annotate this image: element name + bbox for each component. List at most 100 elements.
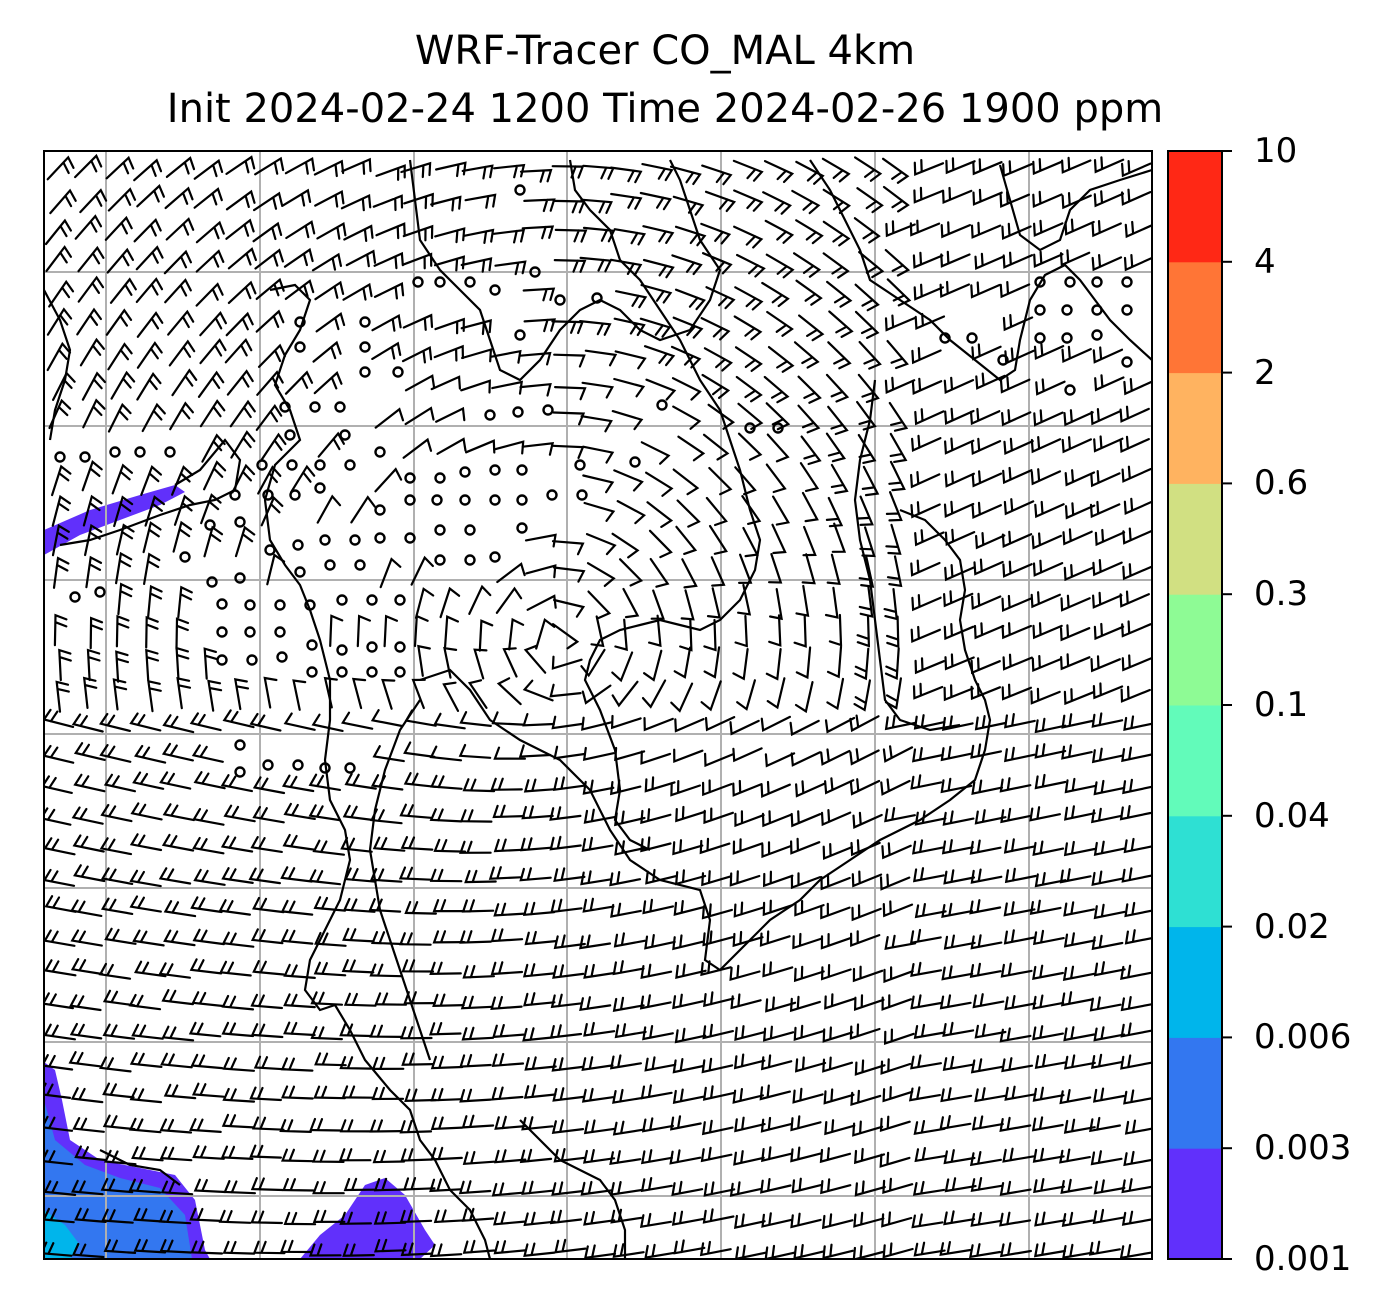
wind-barb bbox=[585, 533, 617, 556]
wind-barb bbox=[909, 928, 942, 945]
wind-barb bbox=[644, 776, 676, 793]
wind-barb bbox=[429, 808, 463, 823]
wind-barb bbox=[882, 1177, 914, 1194]
tracer-fill-southwest-core bbox=[44, 1210, 80, 1259]
wind-barb bbox=[583, 1119, 616, 1135]
wind-barb bbox=[974, 252, 1005, 271]
calm-wind-marker bbox=[431, 494, 443, 506]
calm-wind-marker bbox=[629, 456, 641, 468]
wind-barb bbox=[854, 310, 880, 339]
wind-barb bbox=[671, 1210, 704, 1226]
wind-barb bbox=[884, 714, 917, 731]
wind-barb bbox=[733, 189, 764, 212]
wind-barb bbox=[316, 221, 347, 240]
wind-barb bbox=[702, 779, 733, 797]
wind-barb bbox=[1032, 1086, 1065, 1102]
wind-barb bbox=[1122, 563, 1152, 581]
wind-barb bbox=[970, 1058, 1003, 1074]
wind-barb bbox=[729, 1181, 762, 1197]
wind-barb bbox=[1033, 342, 1065, 361]
wind-barb bbox=[941, 902, 974, 918]
wind-barb bbox=[283, 247, 314, 268]
wind-barb bbox=[882, 1242, 914, 1259]
wind-barb bbox=[104, 215, 133, 241]
wind-barb bbox=[765, 402, 791, 431]
wind-barb bbox=[311, 252, 342, 272]
wind-barb bbox=[313, 896, 347, 912]
wind-barb bbox=[203, 525, 224, 558]
wind-barb bbox=[888, 401, 909, 432]
wind-barb bbox=[826, 645, 843, 679]
wind-barb bbox=[86, 648, 101, 682]
wind-barb bbox=[674, 288, 706, 311]
wind-barb bbox=[467, 679, 488, 709]
wind-barb bbox=[944, 528, 976, 546]
wind-barb bbox=[436, 437, 467, 455]
wind-barb bbox=[73, 864, 106, 883]
wind-barb bbox=[852, 965, 884, 983]
wind-barb bbox=[220, 835, 254, 853]
wind-barb bbox=[674, 718, 705, 733]
wind-barb bbox=[800, 435, 822, 466]
wind-barb bbox=[1059, 1089, 1092, 1105]
wind-barb bbox=[1001, 530, 1033, 548]
wind-barb bbox=[143, 552, 161, 585]
wind-barb bbox=[999, 1027, 1032, 1043]
wind-barb bbox=[1093, 1026, 1126, 1042]
wind-barb bbox=[110, 370, 136, 400]
wind-barb bbox=[828, 613, 843, 647]
wind-barb bbox=[554, 228, 588, 243]
wind-barb bbox=[582, 1149, 616, 1164]
wind-barb bbox=[974, 1087, 1007, 1103]
calm-wind-marker bbox=[1121, 276, 1133, 288]
wind-barb bbox=[884, 677, 902, 710]
wind-barb bbox=[1003, 746, 1036, 763]
wind-barb bbox=[970, 868, 1003, 884]
wind-barb bbox=[943, 1149, 976, 1165]
wind-barb bbox=[642, 898, 674, 915]
wind-barb bbox=[312, 839, 345, 856]
wind-barb bbox=[162, 803, 195, 822]
wind-barb bbox=[369, 1024, 402, 1038]
wind-barb bbox=[312, 1209, 346, 1224]
wind-barb bbox=[340, 193, 372, 212]
wind-barb bbox=[885, 220, 916, 238]
wind-barb bbox=[672, 195, 705, 216]
wind-barb bbox=[460, 257, 493, 273]
wind-barb bbox=[372, 194, 404, 212]
wind-barb bbox=[857, 433, 877, 464]
wind-barb bbox=[53, 613, 68, 647]
wind-barb bbox=[284, 156, 316, 175]
wind-barb bbox=[193, 158, 224, 180]
wind-barb bbox=[177, 585, 193, 619]
wind-barb bbox=[68, 1051, 102, 1068]
wind-barb bbox=[766, 677, 786, 710]
wind-barb bbox=[940, 745, 973, 762]
wind-barb bbox=[822, 1056, 854, 1073]
wind-barb bbox=[908, 1086, 941, 1102]
wind-barb bbox=[849, 1023, 881, 1040]
calm-wind-marker bbox=[354, 559, 366, 571]
wind-barb bbox=[791, 189, 821, 215]
wind-barb bbox=[1063, 932, 1096, 948]
wind-barb bbox=[610, 714, 642, 730]
wind-barb bbox=[44, 959, 77, 977]
wind-barb bbox=[374, 992, 407, 1006]
wind-barb bbox=[462, 964, 495, 979]
wind-barb bbox=[221, 867, 254, 884]
wind-barb bbox=[230, 430, 256, 459]
wind-barb bbox=[189, 712, 222, 732]
wind-barb bbox=[885, 491, 903, 522]
wind-barb bbox=[1034, 773, 1067, 790]
calm-wind-marker bbox=[314, 482, 326, 494]
wind-barb bbox=[84, 523, 103, 557]
wind-barb bbox=[522, 963, 556, 978]
wind-barb bbox=[910, 625, 941, 644]
wind-barb bbox=[193, 187, 223, 209]
wind-barb bbox=[852, 1120, 884, 1137]
wind-barb bbox=[220, 1145, 254, 1160]
wind-barb bbox=[856, 495, 874, 526]
wind-barb bbox=[641, 163, 674, 182]
wind-barb bbox=[730, 993, 762, 1010]
wind-barb bbox=[430, 375, 461, 391]
